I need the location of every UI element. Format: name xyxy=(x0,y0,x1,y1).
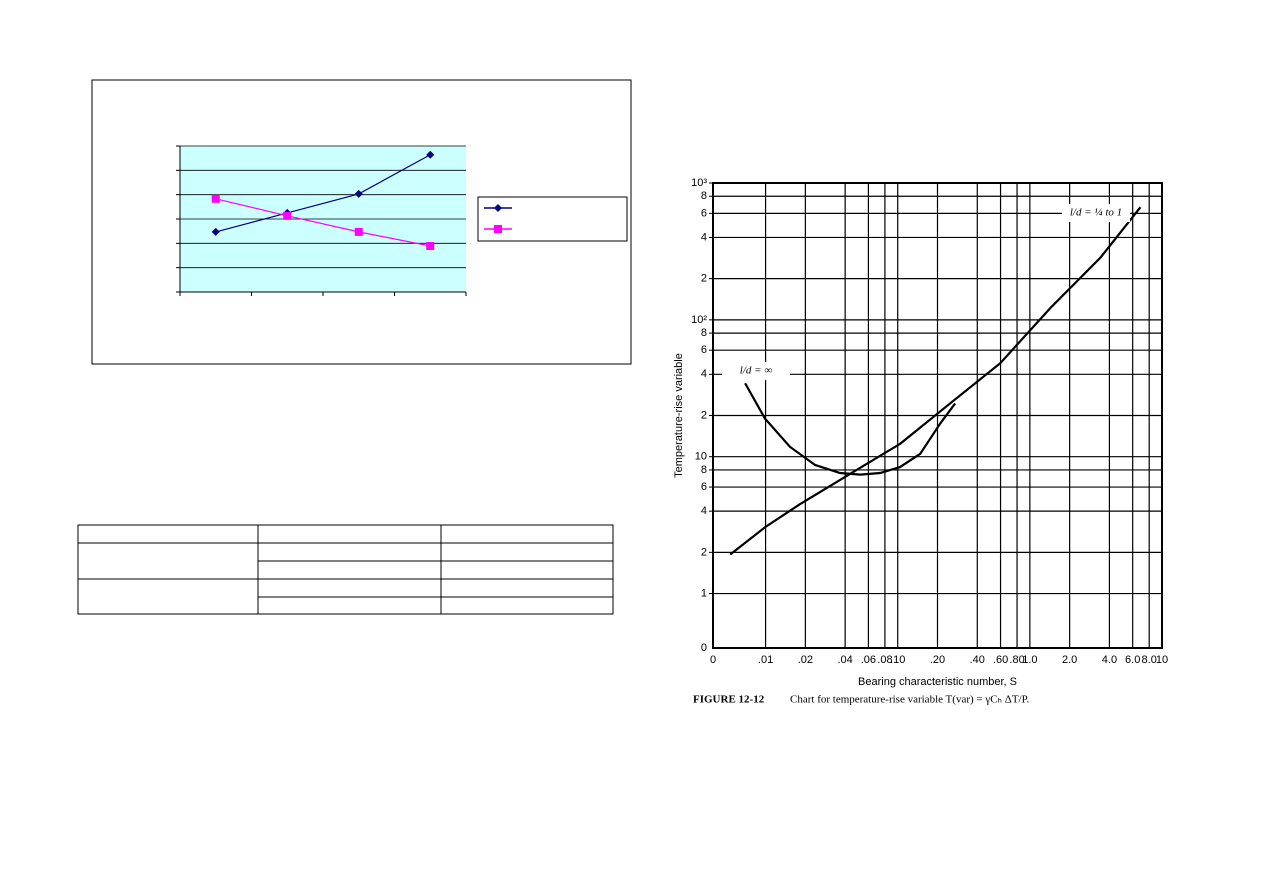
x-tick-label: 8.0 xyxy=(1142,654,1157,666)
x-tick-label: .80 xyxy=(1009,654,1024,666)
x-tick-label: 0 xyxy=(710,654,716,666)
x-tick-label: .04 xyxy=(837,654,852,666)
y-tick-label: 8 xyxy=(701,327,707,339)
x-axis-label: Bearing characteristic number, S xyxy=(858,676,1017,688)
x-tick-label: .60 xyxy=(993,654,1008,666)
y-tick-label: 8 xyxy=(701,190,707,202)
y-tick-label: 10 xyxy=(695,451,707,463)
x-tick-label: .01 xyxy=(758,654,773,666)
plot-frame xyxy=(712,182,1163,649)
x-tick-label: .02 xyxy=(798,654,813,666)
y-tick-label: 0 xyxy=(701,642,707,654)
x-tick-label: 4.0 xyxy=(1102,654,1117,666)
y-tick-label: 2 xyxy=(701,409,707,421)
series-line xyxy=(215,154,431,233)
caption: Chart for temperature-rise variable T(va… xyxy=(790,694,1029,706)
y-tick-label: 4 xyxy=(701,231,707,243)
annotation: l/d = ¼ to 1 xyxy=(1070,207,1122,219)
y-tick-label: 2 xyxy=(701,273,707,285)
marker xyxy=(426,150,435,159)
series-line xyxy=(744,382,957,476)
x-tick-label: 10 xyxy=(1156,654,1168,666)
x-tick-label: 2.0 xyxy=(1062,654,1077,666)
caption-label: FIGURE 12-12 xyxy=(693,694,765,706)
y-tick-label: 1 xyxy=(701,587,707,599)
y-tick-label: 6 xyxy=(701,207,707,219)
y-tick-label: 10² xyxy=(691,314,707,326)
table-border xyxy=(77,524,614,615)
y-tick-label: 4 xyxy=(701,368,707,380)
y-tick-label: 2 xyxy=(701,546,707,558)
marker xyxy=(283,211,292,220)
x-tick-label: .40 xyxy=(970,654,985,666)
x-tick-label: .20 xyxy=(930,654,945,666)
y-tick-label: 6 xyxy=(701,344,707,356)
y-axis-label: Temperature-rise variable xyxy=(673,353,685,478)
series-line xyxy=(729,206,1142,556)
annotation-background xyxy=(722,362,790,380)
x-tick-label: .06 xyxy=(861,654,876,666)
y-tick-label: 6 xyxy=(701,481,707,493)
legend-marker xyxy=(494,204,502,212)
x-tick-label: .10 xyxy=(890,654,905,666)
y-tick-label: 4 xyxy=(701,505,707,517)
x-tick-label: 6.0 xyxy=(1125,654,1140,666)
marker xyxy=(211,194,220,203)
marker xyxy=(354,189,363,198)
legend-marker xyxy=(494,225,502,233)
marker xyxy=(354,227,363,236)
marker xyxy=(211,227,220,236)
series-line xyxy=(215,198,431,247)
x-tick-label: 1.0 xyxy=(1022,654,1037,666)
annotation: l/d = ∞ xyxy=(740,365,773,377)
x-tick-label: .08 xyxy=(877,654,892,666)
table xyxy=(77,524,614,615)
annotation-background xyxy=(1062,204,1130,222)
marker xyxy=(426,242,435,251)
y-tick-label: 8 xyxy=(701,464,707,476)
legend xyxy=(477,196,628,242)
y-tick-label: 10³ xyxy=(691,177,707,189)
